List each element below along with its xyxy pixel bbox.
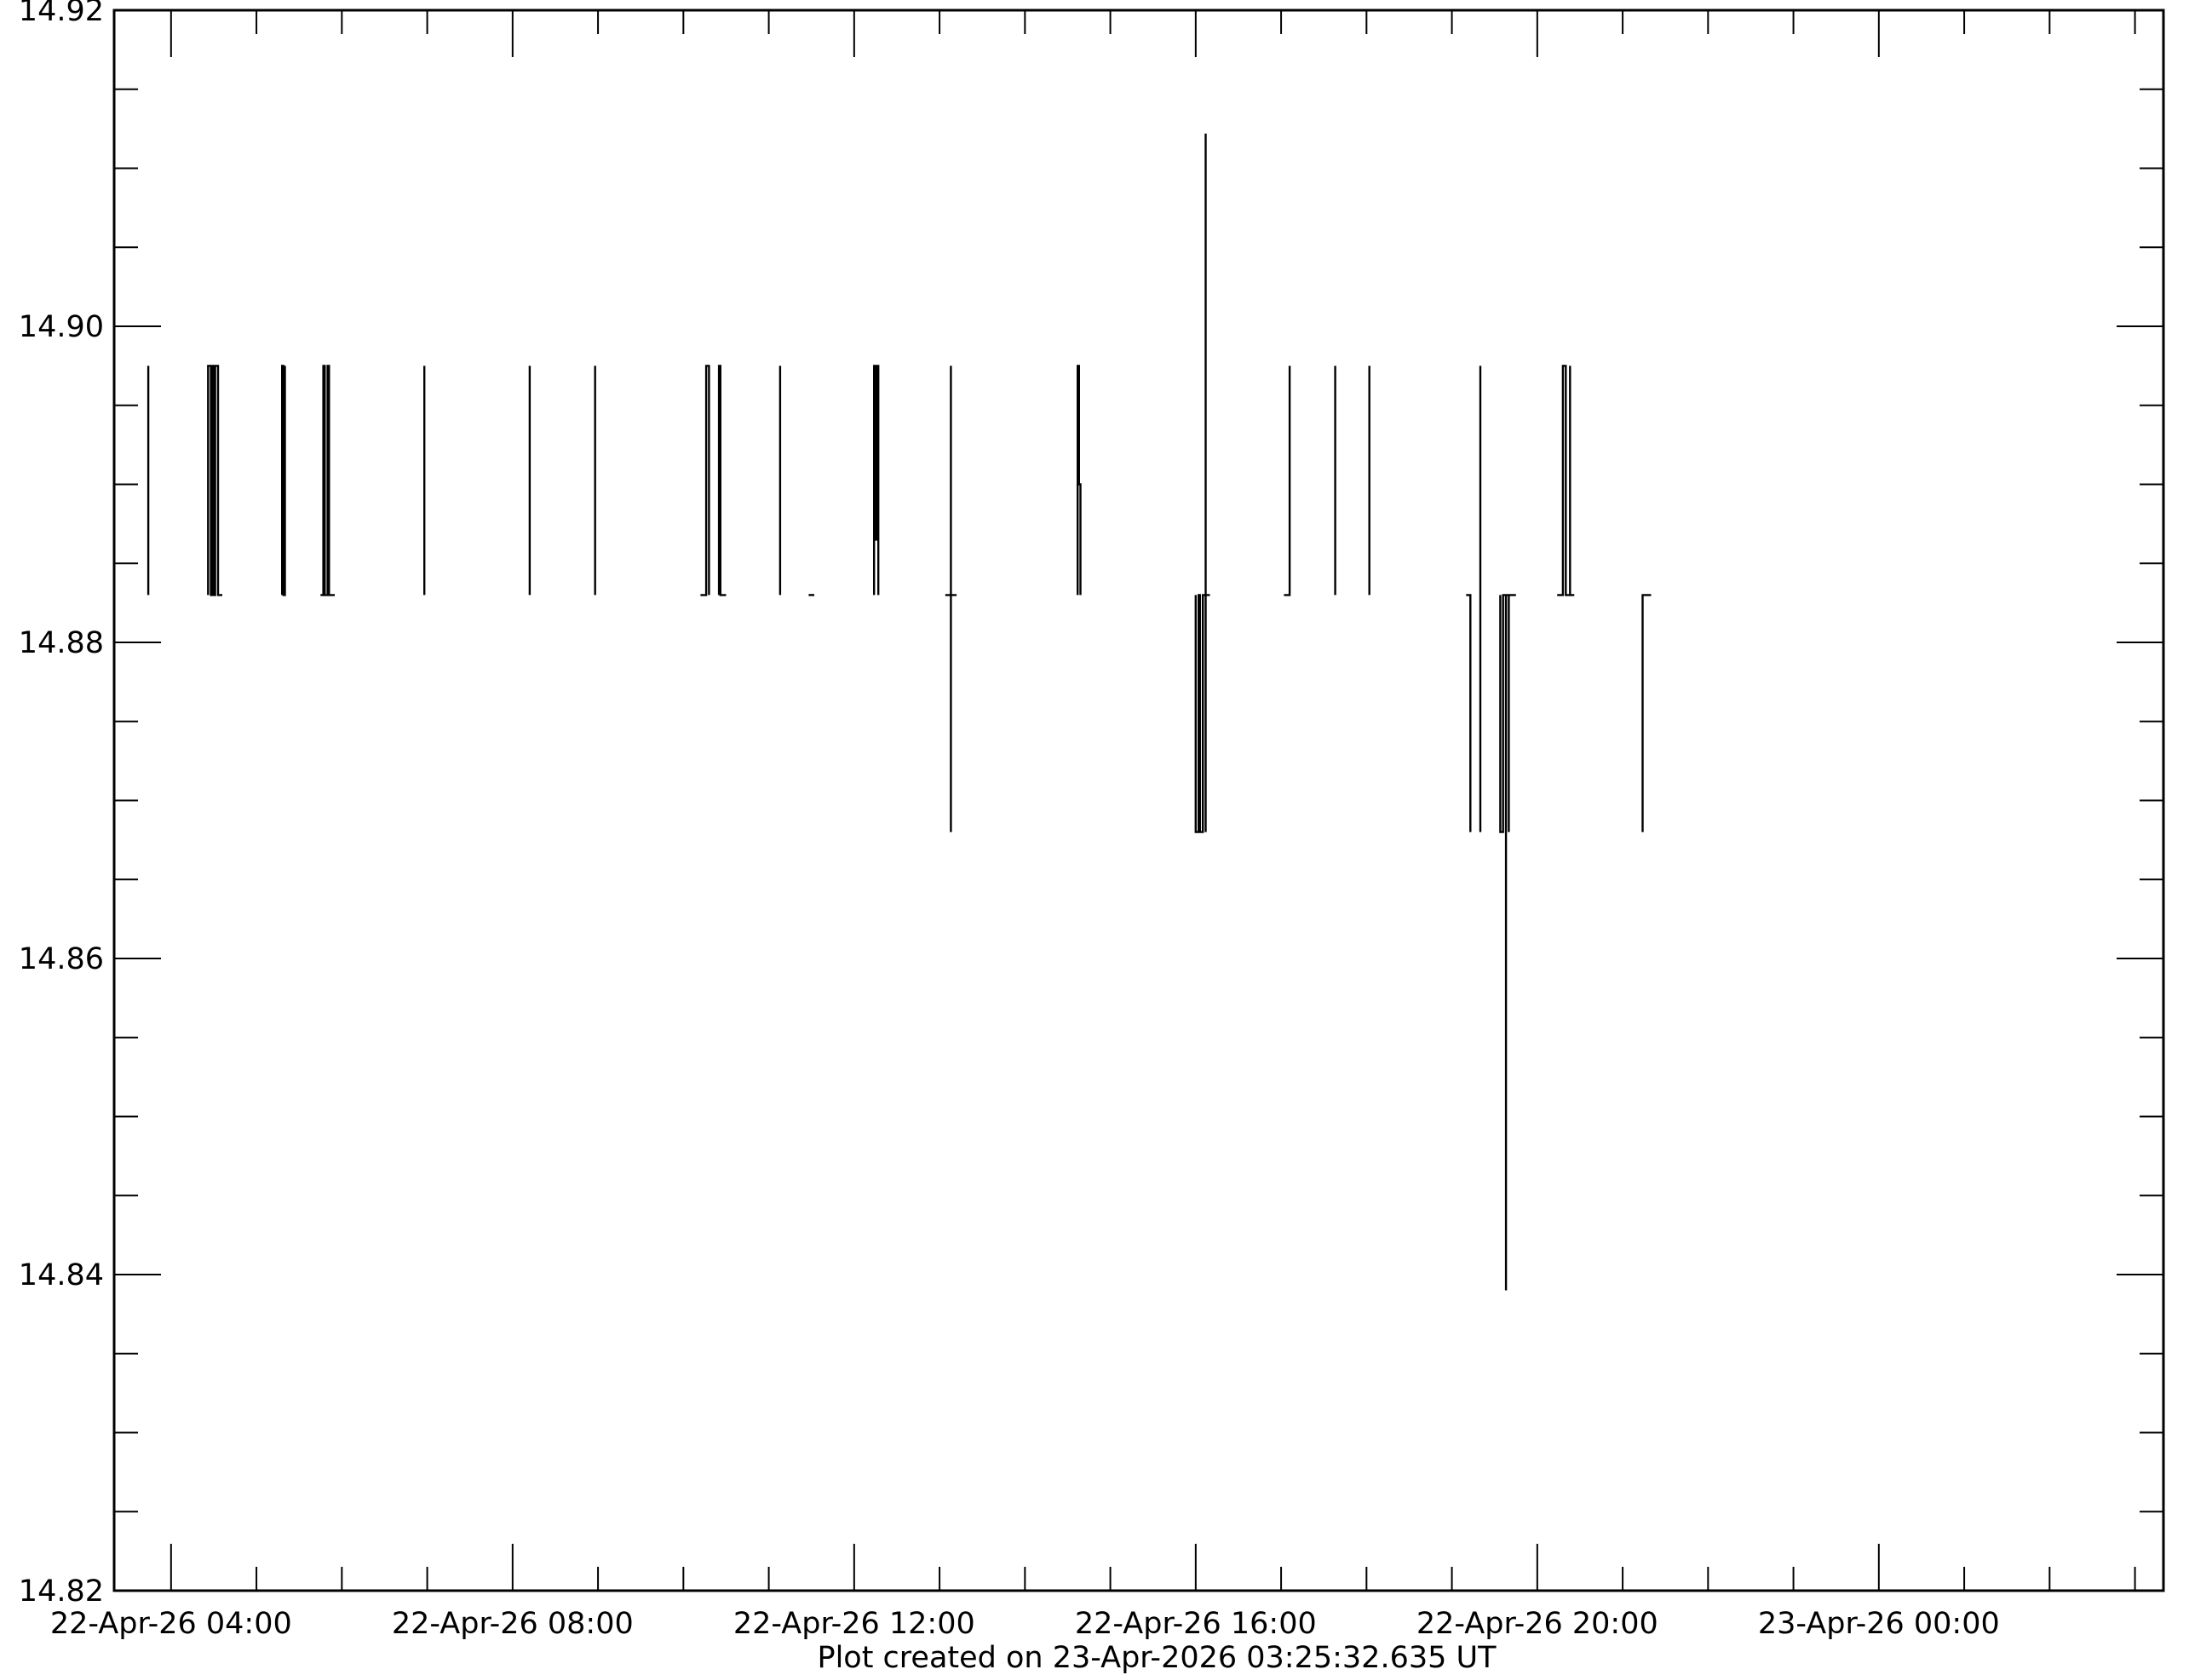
y-tick-label: 14.88 (19, 626, 104, 660)
y-tick-label: 14.90 (19, 310, 104, 344)
series-line (281, 365, 286, 596)
x-tick-label: 22-Apr-26 16:00 (1075, 1607, 1317, 1641)
series-line (1194, 133, 1210, 833)
y-tick-label: 14.92 (19, 0, 104, 28)
plot-footer: Plot created on 23-Apr-2026 03:25:32.635… (817, 1641, 1497, 1675)
series-line (1466, 594, 1472, 832)
series-line (207, 365, 222, 596)
y-tick-label: 14.84 (19, 1258, 104, 1292)
x-tick-label: 22-Apr-26 04:00 (50, 1607, 292, 1641)
series-line (1557, 365, 1575, 596)
series-group (147, 133, 1652, 1291)
x-tick-label: 22-Apr-26 20:00 (1416, 1607, 1658, 1641)
axis-ticks (114, 9, 2163, 1592)
y-tick-label: 14.82 (19, 1574, 104, 1609)
x-axis-tick-labels: 22-Apr-26 04:00 22-Apr-26 08:00 22-Apr-26 … (50, 1607, 2000, 1641)
series-line (320, 365, 335, 596)
series-line (1076, 365, 1082, 596)
series-line (1641, 594, 1652, 832)
series-line (872, 365, 880, 596)
series-line (717, 365, 727, 596)
x-tick-label: 22-Apr-26 12:00 (733, 1607, 975, 1641)
series-line (945, 366, 957, 832)
series-line (1284, 366, 1291, 596)
plot-frame (112, 9, 2165, 1592)
series-line (1499, 594, 1516, 1291)
series-line (700, 365, 710, 596)
x-tick-label: 23-Apr-26 00:00 (1758, 1607, 2000, 1641)
y-tick-label: 14.86 (19, 942, 104, 976)
y-axis-tick-labels: 14.82 14.84 14.86 14.88 14.90 14.92 (19, 0, 104, 1609)
x-tick-label: 22-Apr-26 08:00 (392, 1607, 634, 1641)
